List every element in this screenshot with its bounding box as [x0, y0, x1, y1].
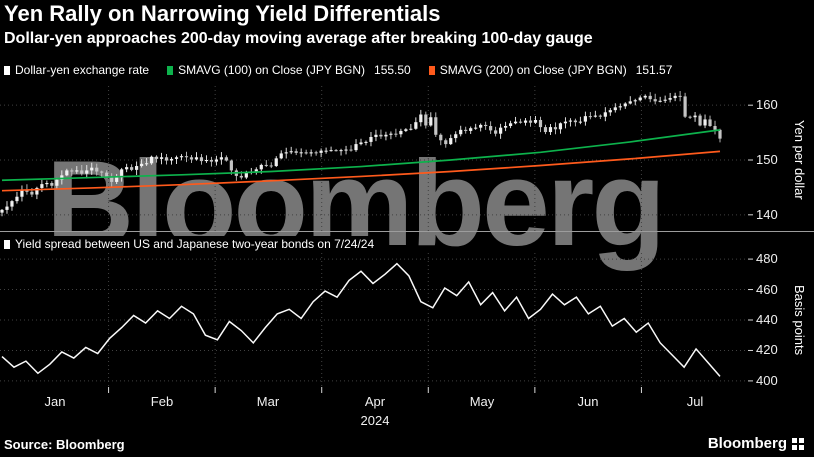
price-y-axis: 160 150 140: [756, 86, 792, 234]
dollar-yen-candlestick-chart: [0, 86, 753, 234]
panel-divider: [0, 231, 814, 232]
y-tick-label: 400: [756, 373, 778, 388]
page-title: Yen Rally on Narrowing Yield Differentia…: [4, 1, 441, 26]
x-tick-label: Jul: [686, 394, 704, 409]
spread-y-axis: 480 460 440 420 400: [756, 251, 792, 388]
x-tick-label: Jun: [577, 394, 599, 409]
green-series-marker-icon: [167, 65, 174, 75]
legend-item-smavg-100: SMAVG (100) on Close (JPY BGN) 155.50: [167, 63, 411, 77]
x-tick-label: May: [469, 394, 495, 409]
y-tick-label: 440: [756, 312, 778, 327]
x-axis-year-label: 2024: [360, 413, 390, 428]
legend-label: Yield spread between US and Japanese two…: [15, 237, 375, 251]
legend-label: SMAVG (100) on Close (JPY BGN): [178, 63, 366, 77]
y-tick-label: 420: [756, 342, 778, 357]
y-tick-label: 480: [756, 251, 778, 266]
legend-value: 155.50: [374, 63, 411, 77]
y-tick-label: 460: [756, 282, 778, 297]
x-tick-label: Mar: [256, 394, 280, 409]
orange-series-marker-icon: [428, 65, 435, 75]
y-tick-label: 160: [756, 97, 778, 112]
spread-y-axis-title: Basis points: [792, 284, 807, 356]
bloomberg-logo-mark-icon: [792, 437, 804, 450]
white-series-marker-icon: [4, 65, 10, 75]
bloomberg-logo: Bloomberg: [708, 435, 804, 452]
legend-item-dollar-yen: Dollar-yen exchange rate: [4, 63, 149, 77]
price-y-axis-title: Yen per dollar: [792, 120, 807, 200]
legend-value: 151.57: [635, 63, 673, 77]
y-tick-label: 150: [756, 152, 778, 167]
x-tick-label: Apr: [364, 394, 386, 409]
page-subtitle: Dollar-yen approaches 200-day moving ave…: [4, 30, 593, 47]
white-series-marker-icon: [4, 239, 10, 249]
legend-label: SMAVG (200) on Close (JPY BGN): [439, 63, 627, 77]
spread-chart-legend: Yield spread between US and Japanese two…: [4, 236, 381, 252]
y-tick-label: 140: [756, 207, 778, 222]
x-tick-label: Jan: [44, 394, 66, 409]
price-chart-legend: Dollar-yen exchange rate SMAVG (100) on …: [4, 63, 672, 77]
x-axis: Jan Feb Mar Apr May Jun Jul: [0, 394, 753, 410]
bloomberg-logo-text: Bloomberg: [707, 435, 787, 452]
x-tick-label: Feb: [150, 394, 174, 409]
yield-spread-line-chart: [0, 253, 753, 393]
legend-item-smavg-200: SMAVG (200) on Close (JPY BGN) 151.57: [428, 63, 673, 77]
legend-label: Dollar-yen exchange rate: [15, 63, 150, 77]
source-credit: Source: Bloomberg: [4, 437, 125, 452]
